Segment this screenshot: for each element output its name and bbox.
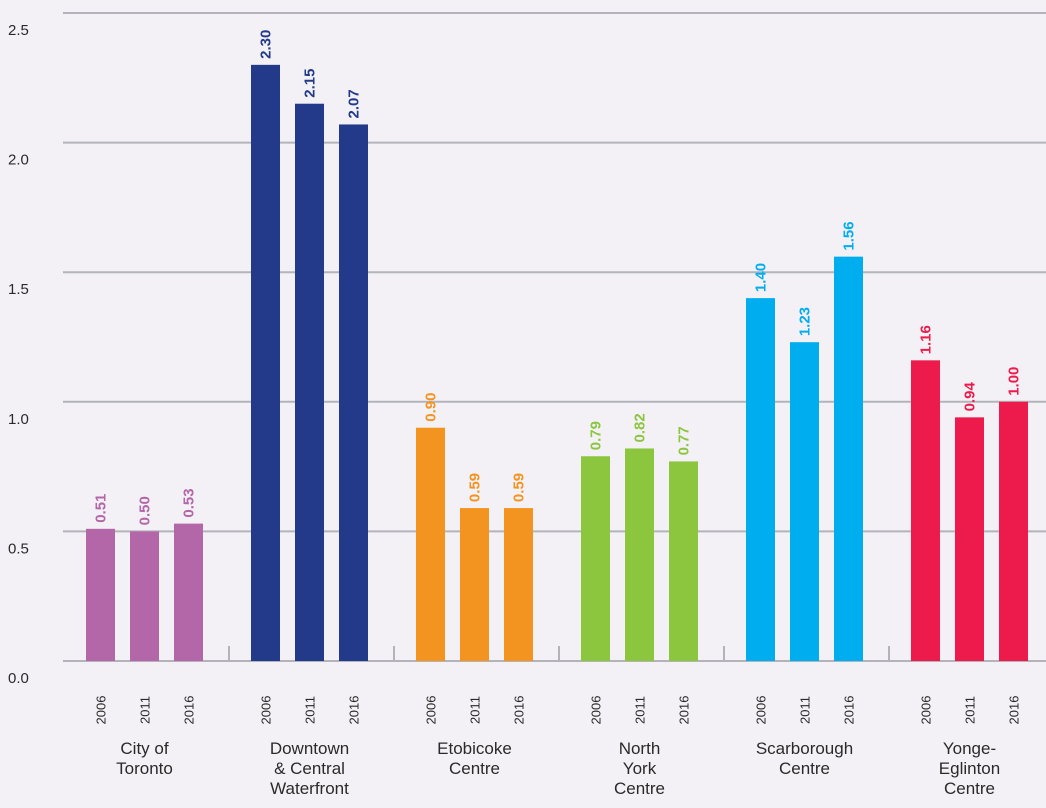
bar bbox=[834, 256, 863, 661]
year-label: 2016 bbox=[347, 696, 362, 725]
year-label: 2006 bbox=[94, 696, 109, 725]
value-label: 1.16 bbox=[918, 325, 935, 354]
category-label: Waterfront bbox=[270, 779, 349, 798]
value-label: 0.51 bbox=[93, 494, 110, 523]
value-label: 0.90 bbox=[423, 393, 440, 422]
bar bbox=[174, 523, 203, 661]
value-label: 1.00 bbox=[1006, 367, 1023, 396]
category-label: Scarborough bbox=[756, 739, 853, 758]
value-label: 2.07 bbox=[346, 89, 363, 118]
bar bbox=[999, 401, 1028, 661]
value-label: 0.50 bbox=[137, 496, 154, 525]
value-label: 0.53 bbox=[181, 488, 198, 517]
year-label: 2006 bbox=[589, 696, 604, 725]
y-axis: 0.0 0.5 1.0 1.5 2.0 2.5 bbox=[8, 22, 29, 687]
category-label: Centre bbox=[779, 759, 830, 778]
bar bbox=[581, 456, 610, 661]
bar bbox=[130, 531, 159, 661]
category-label: York bbox=[623, 759, 657, 778]
value-label: 0.59 bbox=[511, 473, 528, 502]
y-tick-label: 2.5 bbox=[8, 22, 29, 39]
y-tick-label: 1.0 bbox=[8, 411, 29, 428]
value-label: 0.59 bbox=[467, 473, 484, 502]
category-label: Centre bbox=[614, 779, 665, 798]
year-label: 2006 bbox=[424, 696, 439, 725]
y-tick-label: 0.0 bbox=[8, 670, 29, 687]
category-label: Centre bbox=[944, 779, 995, 798]
bar bbox=[955, 417, 984, 661]
year-label: 2011 bbox=[138, 696, 153, 724]
category-label: Centre bbox=[449, 759, 500, 778]
year-label: 2016 bbox=[677, 696, 692, 725]
year-label: 2016 bbox=[512, 696, 527, 725]
value-label: 1.56 bbox=[841, 221, 858, 250]
bar bbox=[86, 528, 115, 661]
year-label: 2011 bbox=[633, 696, 648, 724]
category-label: & Central bbox=[274, 759, 345, 778]
year-label: 2011 bbox=[798, 696, 813, 724]
year-label: 2016 bbox=[842, 696, 857, 725]
year-label: 2016 bbox=[182, 696, 197, 725]
value-label: 0.82 bbox=[632, 413, 649, 442]
value-label: 0.94 bbox=[962, 381, 979, 411]
category-label: Etobicoke bbox=[437, 739, 512, 758]
y-tick-label: 2.0 bbox=[8, 152, 29, 169]
value-label: 0.77 bbox=[676, 426, 693, 455]
value-label: 1.40 bbox=[753, 263, 770, 292]
category-label: City of bbox=[120, 739, 168, 758]
year-label: 2006 bbox=[754, 696, 769, 725]
year-label: 2011 bbox=[303, 696, 318, 724]
category-label: Downtown bbox=[270, 739, 349, 758]
bar bbox=[790, 342, 819, 661]
value-label: 0.79 bbox=[588, 421, 605, 450]
value-label: 2.15 bbox=[302, 69, 319, 98]
category-label: Toronto bbox=[116, 759, 173, 778]
year-label: 2011 bbox=[468, 696, 483, 724]
year-label: 2006 bbox=[919, 696, 934, 725]
bars: 0.51 0.50 0.53 2.30 2.15 2.07 0.90 0.59 0.59 0.79… bbox=[86, 30, 1028, 662]
y-tick-label: 1.5 bbox=[8, 281, 29, 298]
bar bbox=[295, 103, 324, 662]
grid-lines bbox=[63, 12, 1046, 662]
y-tick-label: 0.5 bbox=[8, 540, 29, 557]
year-label: 2011 bbox=[963, 696, 978, 724]
bar bbox=[504, 508, 533, 661]
year-label: 2006 bbox=[259, 696, 274, 725]
bar bbox=[416, 427, 445, 661]
year-label: 2016 bbox=[1007, 696, 1022, 725]
value-label: 2.30 bbox=[258, 30, 275, 59]
bar bbox=[251, 64, 280, 662]
bar bbox=[460, 508, 489, 661]
bar bbox=[911, 360, 940, 661]
bar bbox=[625, 448, 654, 661]
category-label: Eglinton bbox=[939, 759, 1000, 778]
category-label: Yonge- bbox=[943, 739, 996, 758]
bar bbox=[669, 461, 698, 661]
bar bbox=[746, 298, 775, 661]
category-label: North bbox=[619, 739, 661, 758]
value-label: 1.23 bbox=[797, 307, 814, 336]
bar bbox=[339, 124, 368, 662]
